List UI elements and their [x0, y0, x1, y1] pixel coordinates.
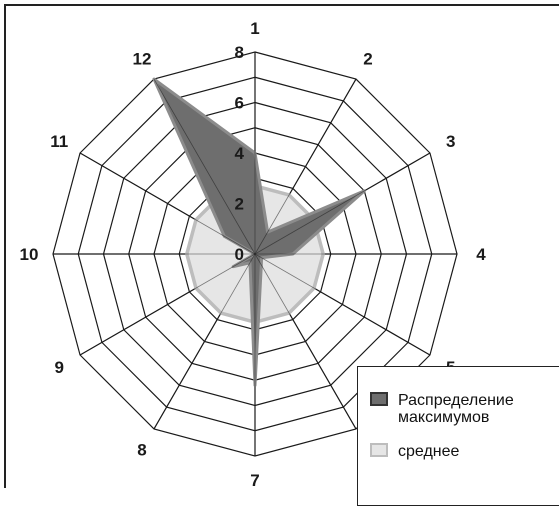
- category-label-10: 10: [20, 245, 39, 264]
- legend-item-series-1: среднее: [370, 443, 459, 460]
- radial-tick-4: 4: [235, 144, 245, 163]
- category-label-11: 11: [50, 132, 68, 151]
- category-labels: 123456789101112: [20, 19, 487, 488]
- legend-swatch-series-1: [370, 443, 388, 457]
- category-label-8: 8: [137, 441, 146, 460]
- radial-ticks: 0 2 4 6 8: [235, 43, 245, 264]
- plot-border: [4, 4, 559, 488]
- legend-swatch-series-0: [370, 392, 388, 406]
- category-label-4: 4: [476, 245, 486, 264]
- legend-label-series-0: Распределение максимумов: [398, 392, 514, 426]
- grid-spoke-overlay-8: [153, 253, 256, 430]
- category-label-12: 12: [133, 49, 152, 68]
- category-label-3: 3: [446, 132, 455, 151]
- grid-spoke-overlay-12: [153, 78, 256, 255]
- grid-spoke-overlay-6: [254, 253, 357, 430]
- legend-label-series-1: среднее: [398, 443, 460, 460]
- grid-spoke-overlay-11: [79, 152, 256, 255]
- category-label-9: 9: [55, 358, 64, 377]
- grid-spoke-overlay-2: [254, 78, 357, 255]
- category-label-1: 1: [250, 19, 259, 38]
- radial-tick-2: 2: [235, 195, 244, 214]
- series-layer: [53, 52, 457, 456]
- legend-item-series-0: Распределение максимумов: [370, 392, 548, 426]
- category-label-7: 7: [250, 471, 259, 488]
- legend: Распределение максимумов среднее: [357, 366, 559, 506]
- grid-spoke-overlay-9: [79, 253, 256, 356]
- category-label-2: 2: [363, 49, 372, 68]
- grid-spoke-overlay-5: [254, 253, 431, 356]
- radial-tick-8: 8: [235, 43, 244, 62]
- radial-tick-6: 6: [235, 94, 244, 113]
- grid-spoke-overlay-3: [254, 152, 431, 255]
- radial-tick-0: 0: [235, 245, 244, 264]
